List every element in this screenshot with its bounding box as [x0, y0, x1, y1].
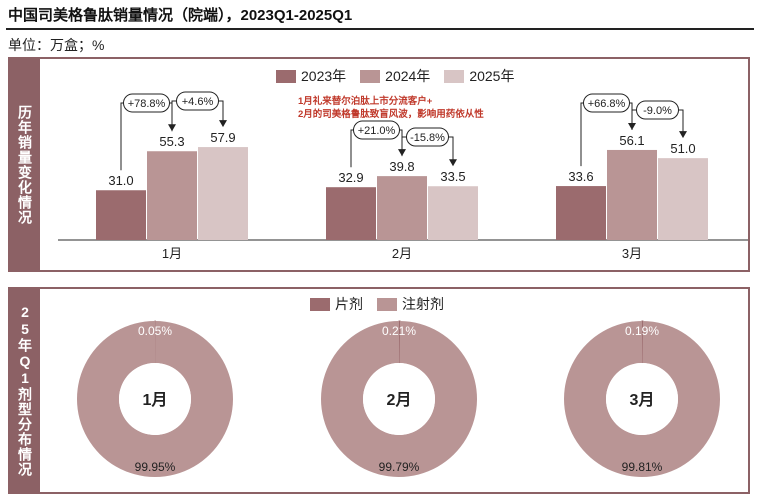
donut-slice-2月-注射剂: [321, 321, 478, 478]
donut-center-label: 3月: [630, 391, 655, 409]
bar-legend: 2023年 2024年 2025年: [276, 66, 528, 86]
growth-label: +21.0%: [358, 125, 396, 137]
annotation-note-line1: 1月礼来替尔泊肽上市分流客户+: [298, 96, 433, 107]
growth-bubble: [176, 91, 219, 111]
growth-bubble: [406, 127, 449, 147]
yearly-volume-side-text: 历年销量变化情况: [17, 104, 33, 225]
legend-item-2024: 2024年: [360, 66, 430, 86]
growth-arrowhead: [679, 131, 687, 139]
bar-2月-2023年: [326, 187, 376, 240]
donut-slice-3月-注射剂: [563, 320, 720, 477]
bar-3月-2025年: [658, 158, 708, 240]
legend-label-2023: 2023年: [301, 68, 347, 84]
legend-swatch-2023: [276, 69, 296, 83]
legend-label-injection: 注射剂: [402, 296, 444, 312]
legend-label-2024: 2024年: [385, 68, 431, 84]
bar-value-label: 33.6: [568, 169, 593, 184]
growth-bubble: [636, 100, 679, 120]
bar-value-label: 32.9: [338, 170, 363, 185]
donut-slice-1月-注射剂: [76, 320, 233, 477]
dosage-form-side-text: 25年Q1剂型分布情况: [17, 304, 33, 477]
yearly-volume-side-label: 历年销量变化情况: [10, 59, 40, 270]
bar-value-label: 57.9: [210, 130, 235, 145]
bar-1月-2025年: [198, 147, 248, 240]
donut-major-pct-label: 99.95%: [135, 460, 176, 474]
donut-major-pct-label: 99.81%: [622, 460, 663, 474]
bar-value-label: 56.1: [619, 133, 644, 148]
bar-3月-2024年: [607, 149, 657, 240]
legend-swatch-2025: [444, 69, 465, 83]
growth-label: -9.0%: [643, 105, 672, 117]
x-tick-label: 2月: [392, 246, 412, 261]
growth-bubble: [353, 120, 400, 140]
donut-legend: 片剂 注射剂: [310, 294, 458, 314]
x-tick-label: 1月: [162, 246, 182, 261]
growth-arrowhead: [219, 120, 227, 128]
annotation-note-line2: 2月的司美格鲁肽致盲风波，影响用药依从性: [298, 109, 484, 120]
bar-value-label: 33.5: [440, 169, 465, 184]
donut-hole: [119, 363, 191, 435]
legend-item-tablet: 片剂: [310, 294, 363, 314]
growth-bubble: [123, 93, 170, 113]
donut-center-label: 2月: [387, 391, 412, 409]
x-tick-label: 3月: [622, 246, 642, 261]
title-divider: [6, 28, 754, 30]
donut-minor-pct-label: 0.21%: [382, 324, 416, 338]
bar-value-label: 31.0: [108, 173, 133, 188]
chart-title: 中国司美格鲁肽销量情况（院端），2023Q1-2025Q1: [8, 7, 353, 24]
dosage-form-side-label: 25年Q1剂型分布情况: [10, 289, 40, 492]
legend-swatch-tablet: [310, 297, 330, 311]
legend-swatch-injection: [377, 297, 397, 311]
legend-item-2025: 2025年: [444, 66, 514, 86]
growth-label: +78.8%: [128, 98, 166, 110]
bar-2月-2024年: [377, 176, 427, 240]
donut-hole: [606, 363, 678, 435]
legend-label-2025: 2025年: [469, 68, 515, 84]
legend-label-tablet: 片剂: [335, 296, 363, 312]
bar-1月-2023年: [96, 190, 146, 240]
growth-label: -15.8%: [410, 132, 445, 144]
bar-value-label: 51.0: [670, 141, 695, 156]
legend-item-2023: 2023年: [276, 66, 346, 86]
donut-minor-pct-label: 0.05%: [138, 324, 172, 338]
bar-1月-2024年: [147, 151, 197, 240]
unit-label: 单位：万盒；%: [8, 37, 105, 53]
bar-2月-2025年: [428, 186, 478, 240]
donut-major-pct-label: 99.79%: [379, 460, 420, 474]
bar-value-label: 39.8: [389, 159, 414, 174]
donut-hole: [363, 363, 435, 435]
donut-center-label: 1月: [143, 391, 168, 409]
growth-arrowhead: [449, 159, 457, 167]
growth-label: +66.8%: [588, 98, 626, 110]
bar-3月-2023年: [556, 186, 606, 240]
donut-minor-pct-label: 0.19%: [625, 324, 659, 338]
legend-swatch-2024: [360, 69, 381, 83]
bar-value-label: 55.3: [159, 134, 184, 149]
growth-bubble: [583, 93, 630, 113]
growth-label: +4.6%: [182, 96, 214, 108]
legend-item-injection: 注射剂: [377, 294, 444, 314]
annotation-note: 1月礼来替尔泊肽上市分流客户+ 2月的司美格鲁肽致盲风波，影响用药依从性: [298, 95, 484, 121]
